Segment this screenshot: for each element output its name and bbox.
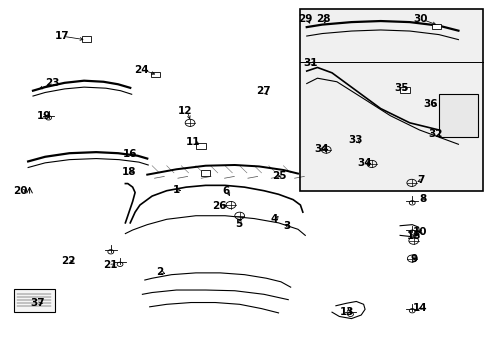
Bar [438,94,477,137]
Text: 32: 32 [427,129,442,139]
Text: 27: 27 [255,86,270,96]
Text: 30: 30 [412,14,427,24]
Text: 28: 28 [315,14,330,24]
Text: 10: 10 [412,227,427,237]
Text: 26: 26 [211,201,226,211]
Text: 3: 3 [283,221,290,231]
Text: 1: 1 [172,185,180,195]
Text: 22: 22 [61,256,76,266]
Text: 34: 34 [313,144,328,154]
Text: 34: 34 [357,158,372,168]
Text: 11: 11 [186,137,200,147]
Text: 6: 6 [222,186,229,196]
Text: 17: 17 [55,31,69,41]
Text: 18: 18 [122,167,136,177]
Text: 16: 16 [123,149,137,159]
Text: 15: 15 [406,231,420,242]
Bar [81,36,91,42]
Text: 24: 24 [134,65,148,75]
Text: 36: 36 [422,99,437,109]
Text: 4: 4 [270,214,278,224]
Text: 14: 14 [412,303,427,313]
Text: 8: 8 [419,194,426,203]
Text: 33: 33 [347,135,362,145]
Text: 23: 23 [45,78,60,88]
Text: 5: 5 [235,219,242,229]
Text: 29: 29 [298,14,312,24]
Text: 20: 20 [14,186,28,197]
Text: 2: 2 [156,267,163,277]
Text: 31: 31 [302,58,317,68]
Text: 25: 25 [272,171,286,181]
Text: 12: 12 [178,107,192,116]
Bar [150,72,160,77]
Text: 19: 19 [37,111,51,121]
Bar [201,170,210,176]
Text: 21: 21 [103,260,118,270]
Bar [399,87,409,93]
Bar [196,143,205,149]
Text: 13: 13 [339,307,353,317]
Bar [431,23,441,29]
Text: 9: 9 [409,253,416,264]
Text: 35: 35 [393,83,408,93]
FancyBboxPatch shape [14,289,55,312]
Text: 7: 7 [416,175,423,185]
Text: 37: 37 [30,298,45,308]
Bar [300,9,482,191]
